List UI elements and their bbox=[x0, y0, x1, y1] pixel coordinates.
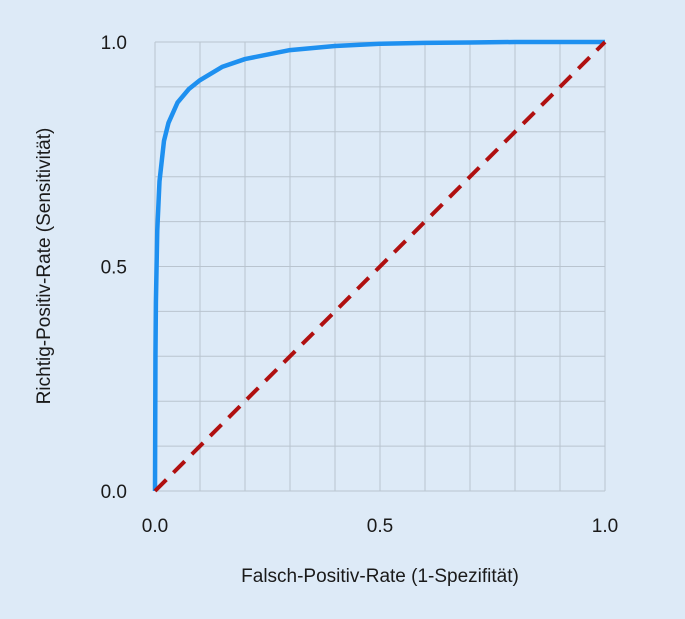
y-axis-label: Richtig-Positiv-Rate (Sensitivität) bbox=[34, 128, 55, 405]
roc-curve-line bbox=[152, 39, 605, 492]
x-tick-label: 0.0 bbox=[142, 516, 168, 537]
tick-labels: 0.0 0.5 1.0 0.0 0.5 1.0 bbox=[101, 33, 619, 537]
y-tick-label: 1.0 bbox=[101, 33, 127, 54]
y-tick-label: 0.0 bbox=[101, 482, 127, 503]
x-axis-label: Falsch-Positiv-Rate (1-Spezifität) bbox=[241, 566, 519, 587]
x-tick-label: 0.5 bbox=[367, 516, 393, 537]
x-tick-label: 1.0 bbox=[592, 516, 618, 537]
y-tick-label: 0.5 bbox=[101, 258, 127, 279]
chance-diagonal-line bbox=[153, 40, 607, 493]
series-group bbox=[152, 39, 607, 493]
